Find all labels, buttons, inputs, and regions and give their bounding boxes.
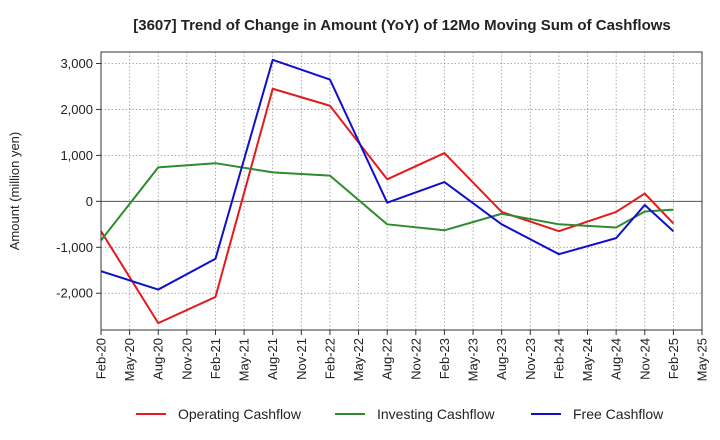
- y-tick-label: 1,000: [60, 148, 93, 163]
- x-tick-label: May-24: [580, 338, 595, 381]
- legend-label: Free Cashflow: [573, 406, 664, 422]
- legend-item-operating-cashflow: Operating Cashflow: [136, 406, 302, 422]
- legend-label: Operating Cashflow: [178, 406, 302, 422]
- legend-item-investing-cashflow: Investing Cashflow: [335, 406, 495, 422]
- chart-title: [3607] Trend of Change in Amount (YoY) o…: [133, 17, 671, 34]
- x-tick-label: Aug-21: [265, 338, 280, 380]
- x-tick-label: May-25: [695, 338, 710, 381]
- y-axis-ticks: 3,000 2,000 1,000 0 -1,000 -2,000: [56, 56, 101, 301]
- x-tick-label: May-21: [237, 338, 252, 381]
- grid: [100, 52, 703, 330]
- x-tick-label: Aug-24: [609, 338, 624, 380]
- y-tick-label: 3,000: [60, 56, 93, 71]
- x-tick-label: Nov-20: [179, 338, 194, 380]
- plot-frame: [100, 51, 703, 331]
- x-tick-label: Feb-25: [666, 338, 681, 379]
- x-tick-label: Feb-23: [437, 338, 452, 379]
- operating-cashflow-line: [100, 87, 675, 325]
- x-tick-label: Feb-21: [208, 338, 223, 379]
- free-cashflow-line: [100, 58, 675, 291]
- x-tick-label: May-20: [122, 338, 137, 381]
- x-axis-ticks: Feb-20 May-20 Aug-20 Nov-20 Feb-21 May-21 Aug-…: [94, 330, 710, 381]
- x-tick-label: Nov-23: [523, 338, 538, 380]
- legend-label: Investing Cashflow: [377, 406, 495, 422]
- legend-item-free-cashflow: Free Cashflow: [531, 406, 664, 422]
- y-axis-label: Amount (million yen): [7, 132, 22, 251]
- x-tick-label: Nov-22: [408, 338, 423, 380]
- y-tick-label: 0: [86, 194, 93, 209]
- series-lines: [100, 58, 675, 325]
- investing-cashflow-line: [100, 162, 674, 242]
- y-tick-label: -2,000: [56, 286, 93, 301]
- x-tick-label: May-22: [351, 338, 366, 381]
- x-tick-label: May-23: [466, 338, 481, 381]
- x-tick-label: Feb-20: [94, 338, 109, 379]
- x-tick-label: Feb-24: [551, 338, 566, 379]
- y-tick-label: -1,000: [56, 240, 93, 255]
- x-tick-label: Nov-24: [637, 338, 652, 380]
- x-tick-label: Feb-22: [322, 338, 337, 379]
- x-tick-label: Nov-21: [294, 338, 309, 380]
- x-tick-label: Aug-20: [151, 338, 166, 380]
- legend: Operating Cashflow Investing Cashflow Free…: [136, 406, 664, 422]
- x-tick-label: Aug-22: [380, 338, 395, 380]
- y-tick-label: 2,000: [60, 102, 93, 117]
- x-tick-label: Aug-23: [494, 338, 509, 380]
